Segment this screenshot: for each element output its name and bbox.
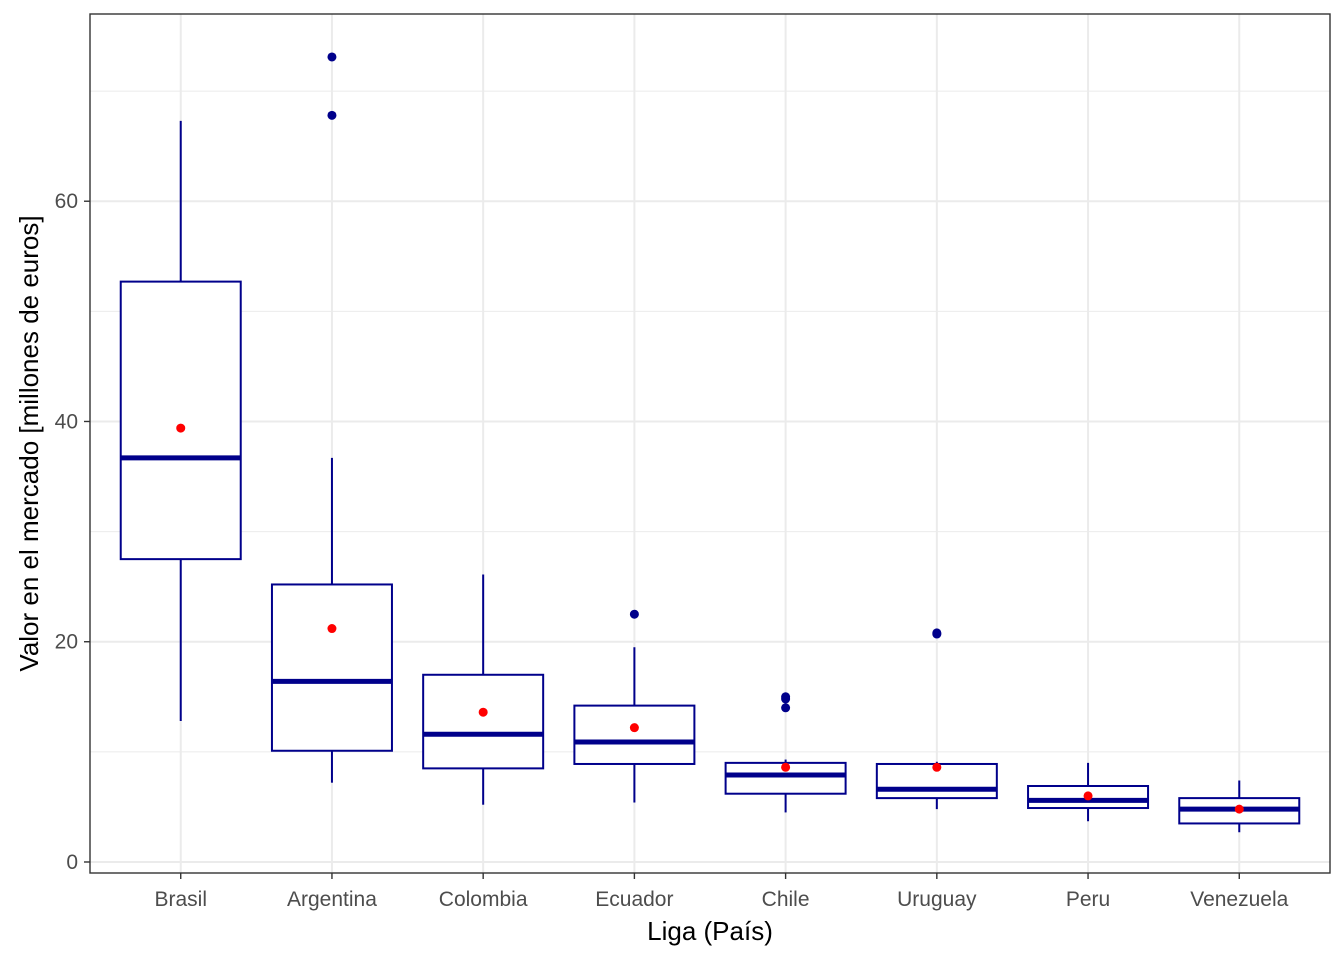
x-tick-label: Venezuela (1190, 888, 1288, 911)
points (176, 52, 1244, 814)
mean-point (478, 707, 488, 717)
outlier-point (781, 703, 791, 713)
outlier-point (781, 694, 791, 704)
mean-point (327, 624, 337, 634)
mean-point (1234, 804, 1244, 814)
outlier-point (629, 609, 639, 619)
y-tick-label: 60 (55, 190, 78, 213)
x-tick-label: Ecuador (595, 888, 673, 911)
y-tick-label: 0 (66, 851, 78, 874)
box-brasil (119, 120, 242, 722)
y-tick-label: 20 (55, 631, 78, 654)
outlier-point (327, 52, 337, 62)
y-tick-label: 40 (55, 410, 78, 433)
box-body (270, 583, 393, 752)
mean-point (781, 762, 791, 772)
outlier-point (327, 110, 337, 120)
box-body (119, 280, 242, 561)
box-colombia (422, 574, 545, 805)
boxes (119, 120, 1301, 833)
axes: 0 20 40 60 Brasil Argentina Colombia Ecuador Chi… (55, 190, 1289, 911)
x-tick-label: Argentina (287, 888, 377, 911)
x-tick-label: Chile (762, 888, 810, 911)
mean-point (932, 762, 942, 772)
x-tick-label: Brasil (154, 888, 207, 911)
box-ecuador (573, 647, 696, 803)
x-axis-title: Liga (País) (647, 916, 773, 946)
box-argentina (270, 457, 393, 783)
outlier-point (932, 629, 942, 639)
panel-border (89, 13, 1331, 874)
mean-point (176, 423, 186, 433)
x-tick-label: Uruguay (897, 888, 977, 911)
box-body (573, 704, 696, 765)
x-tick-label: Peru (1066, 888, 1110, 911)
x-tick-label: Colombia (439, 888, 528, 911)
mean-point (629, 723, 639, 733)
mean-point (1083, 791, 1093, 801)
box-body (422, 673, 545, 770)
y-axis-title: Valor en el mercado [millones de euros] (14, 215, 44, 671)
